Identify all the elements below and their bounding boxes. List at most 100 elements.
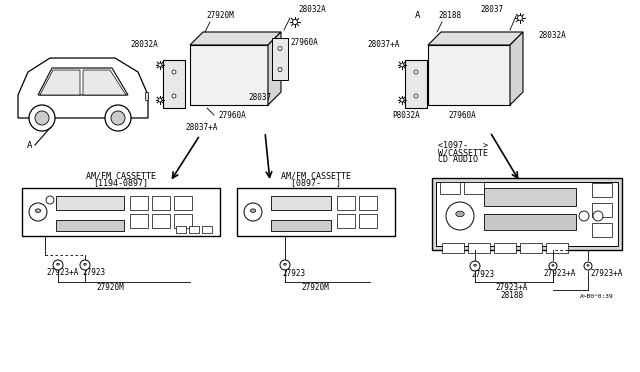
Polygon shape [268, 32, 281, 105]
Bar [163, 60, 185, 108]
Circle shape [172, 94, 176, 98]
Ellipse shape [84, 263, 86, 265]
Circle shape [579, 211, 589, 221]
Circle shape [470, 261, 480, 271]
Circle shape [549, 262, 557, 270]
Polygon shape [428, 32, 523, 45]
Text: 27923: 27923 [282, 269, 305, 278]
Bar [484, 188, 576, 206]
Bar [464, 182, 484, 194]
Ellipse shape [456, 211, 464, 217]
Circle shape [158, 98, 162, 102]
Bar [442, 243, 464, 253]
Text: 27923+A: 27923+A [590, 269, 622, 278]
Circle shape [584, 262, 592, 270]
Circle shape [172, 70, 176, 74]
Text: [0897-   ]: [0897- ] [291, 178, 341, 187]
Polygon shape [190, 45, 268, 105]
Text: 28032A: 28032A [298, 5, 326, 14]
Polygon shape [38, 68, 128, 95]
Text: 28188: 28188 [438, 11, 461, 20]
Polygon shape [428, 45, 510, 105]
Text: <1097-   >: <1097- > [438, 141, 488, 150]
Circle shape [446, 202, 474, 230]
Bar [359, 196, 377, 210]
Text: 27923: 27923 [471, 270, 494, 279]
Polygon shape [510, 32, 523, 105]
Text: AM/FM CASSETTE: AM/FM CASSETTE [281, 171, 351, 180]
Bar [271, 220, 331, 231]
Ellipse shape [35, 209, 41, 212]
Polygon shape [83, 70, 126, 95]
Bar [130, 214, 148, 228]
Circle shape [105, 105, 131, 131]
Bar [546, 243, 568, 253]
Circle shape [292, 19, 298, 25]
Bar [337, 214, 355, 228]
Bar [56, 220, 124, 231]
Bar [592, 223, 612, 237]
Bar [130, 196, 148, 210]
Circle shape [593, 211, 603, 221]
Bar [189, 226, 199, 233]
Circle shape [35, 111, 49, 125]
Circle shape [158, 63, 162, 67]
Bar [271, 196, 331, 210]
Text: 27923: 27923 [82, 268, 105, 277]
Circle shape [414, 70, 418, 74]
Circle shape [400, 63, 404, 67]
Text: A: A [415, 11, 420, 20]
Circle shape [278, 46, 282, 51]
Circle shape [29, 203, 47, 221]
Bar [436, 182, 618, 246]
Text: 27960A: 27960A [290, 38, 317, 47]
Ellipse shape [474, 264, 476, 266]
Polygon shape [40, 70, 80, 95]
Text: 27920M: 27920M [301, 283, 329, 292]
Text: 27960A: 27960A [218, 111, 246, 120]
Ellipse shape [56, 263, 60, 265]
Text: [1194-0897]: [1194-0897] [93, 178, 148, 187]
Circle shape [280, 260, 290, 270]
Circle shape [518, 16, 522, 20]
Circle shape [244, 203, 262, 221]
Text: 28037+A: 28037+A [367, 40, 400, 49]
Text: 27923+A: 27923+A [496, 283, 528, 292]
Bar [359, 214, 377, 228]
Text: 28032A: 28032A [538, 31, 566, 40]
Text: A>B0^0:39: A>B0^0:39 [580, 294, 614, 299]
Text: P8032A: P8032A [392, 111, 420, 120]
Text: AM/FM CASSETTE: AM/FM CASSETTE [86, 171, 156, 180]
Circle shape [29, 105, 55, 131]
Circle shape [46, 196, 54, 204]
Bar [405, 60, 427, 108]
Bar [520, 243, 542, 253]
Text: 27920M: 27920M [96, 283, 124, 292]
Bar [145, 92, 148, 100]
Bar [440, 182, 460, 194]
Bar [494, 243, 516, 253]
Circle shape [414, 94, 418, 98]
Bar [174, 214, 192, 228]
Bar [202, 226, 212, 233]
Ellipse shape [284, 263, 286, 265]
Ellipse shape [552, 264, 554, 266]
Text: 27920M: 27920M [206, 11, 234, 20]
Ellipse shape [587, 264, 589, 266]
Ellipse shape [250, 209, 256, 212]
Text: 28188: 28188 [500, 291, 524, 300]
Text: 28037+A: 28037+A [185, 123, 218, 132]
Bar [22, 188, 220, 236]
Bar [484, 214, 576, 230]
Bar [56, 196, 124, 210]
Bar [152, 214, 170, 228]
Bar [272, 38, 288, 80]
Text: 27923+A: 27923+A [543, 269, 575, 278]
Bar [337, 196, 355, 210]
Text: 27923+A: 27923+A [46, 268, 78, 277]
Text: 28037: 28037 [480, 5, 503, 14]
Circle shape [400, 98, 404, 102]
Bar [592, 203, 612, 217]
Circle shape [278, 67, 282, 71]
Circle shape [80, 260, 90, 270]
